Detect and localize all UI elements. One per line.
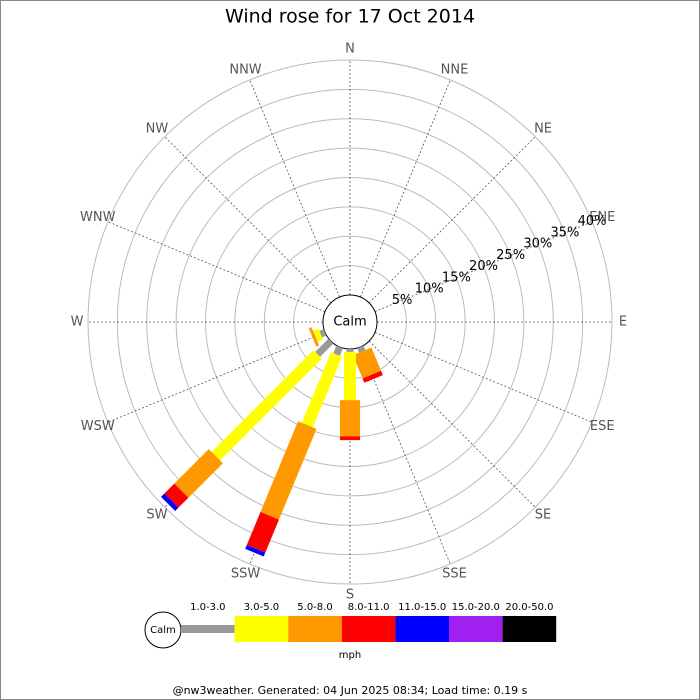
- ring-label: 5%: [392, 293, 413, 308]
- grid-ring: [87, 59, 613, 585]
- legend-swatch: [502, 616, 557, 642]
- legend-swatch: [234, 616, 289, 642]
- bar-segment: [308, 327, 320, 347]
- bar-segment: [160, 493, 179, 512]
- bar-segment: [319, 329, 327, 338]
- direction-label: E: [619, 315, 627, 330]
- bar-segment: [164, 483, 189, 508]
- ring-label: 25%: [496, 248, 525, 263]
- ring-label: 35%: [550, 225, 579, 240]
- bar-segment: [211, 350, 322, 461]
- legend-label: 5.0-8.0: [297, 602, 332, 613]
- spoke: [359, 79, 451, 298]
- ring-label: 40%: [578, 214, 607, 229]
- ring-label: 15%: [442, 270, 471, 285]
- bar-segment: [333, 345, 343, 356]
- direction-label: WNW: [80, 210, 116, 225]
- ring-label: 10%: [415, 282, 444, 297]
- legend-label: 3.0-5.0: [244, 602, 279, 613]
- direction-label: ENE: [589, 210, 615, 225]
- spoke: [107, 221, 326, 313]
- footer: @nw3weather. Generated: 04 Jun 2025 08:3…: [173, 684, 528, 697]
- bar-segment: [260, 421, 317, 520]
- bar-segment: [245, 545, 266, 557]
- direction-label: NE: [534, 121, 552, 136]
- direction-label: W: [71, 315, 84, 330]
- grid-ring: [175, 147, 525, 497]
- direction-label: NNE: [441, 62, 469, 77]
- calm-label: Calm: [333, 315, 366, 330]
- spoke: [107, 331, 326, 423]
- legend-label: 8.0-11.0: [348, 602, 390, 613]
- bar-segment: [312, 328, 324, 342]
- spoke: [374, 221, 593, 313]
- legend-label: 1.0-3.0: [190, 602, 225, 613]
- legend-swatch: [341, 616, 396, 642]
- direction-label: SE: [535, 508, 551, 523]
- legend-label: 20.0-50.0: [505, 602, 553, 613]
- spoke: [368, 136, 536, 304]
- bar-segment: [362, 370, 383, 383]
- legend-swatch: [395, 616, 449, 642]
- spoke: [368, 340, 536, 508]
- direction-label: SSE: [442, 567, 467, 582]
- direction-label: S: [346, 588, 354, 603]
- spoke: [164, 136, 332, 304]
- direction-label: NW: [146, 121, 169, 136]
- direction-label: WSW: [81, 419, 115, 434]
- legend-swatch: [288, 616, 342, 642]
- direction-label: SSW: [231, 567, 261, 582]
- legend-calm-label: Calm: [150, 625, 176, 636]
- bar-segment: [301, 352, 343, 428]
- bar-segment: [357, 345, 366, 353]
- direction-label: SW: [146, 508, 167, 523]
- legend-label: 15.0-20.0: [452, 602, 500, 613]
- legend-swatch: [181, 625, 235, 633]
- bar-segment: [246, 511, 279, 553]
- legend-label: 11.0-15.0: [398, 602, 446, 613]
- spoke: [249, 79, 341, 298]
- bar-segment: [174, 449, 223, 498]
- chart-title: Wind rose for 17 Oct 2014: [225, 6, 475, 28]
- direction-label: NNW: [229, 62, 261, 77]
- legend-swatch: [449, 616, 503, 642]
- bar-segment: [352, 347, 382, 379]
- direction-label: ESE: [590, 419, 615, 434]
- bar-segment: [315, 338, 334, 357]
- spoke: [359, 346, 451, 565]
- ring-label: 20%: [469, 259, 498, 274]
- ring-label: 30%: [523, 237, 552, 252]
- spoke: [374, 331, 593, 423]
- unit-label: mph: [339, 650, 361, 661]
- direction-label: N: [345, 42, 355, 57]
